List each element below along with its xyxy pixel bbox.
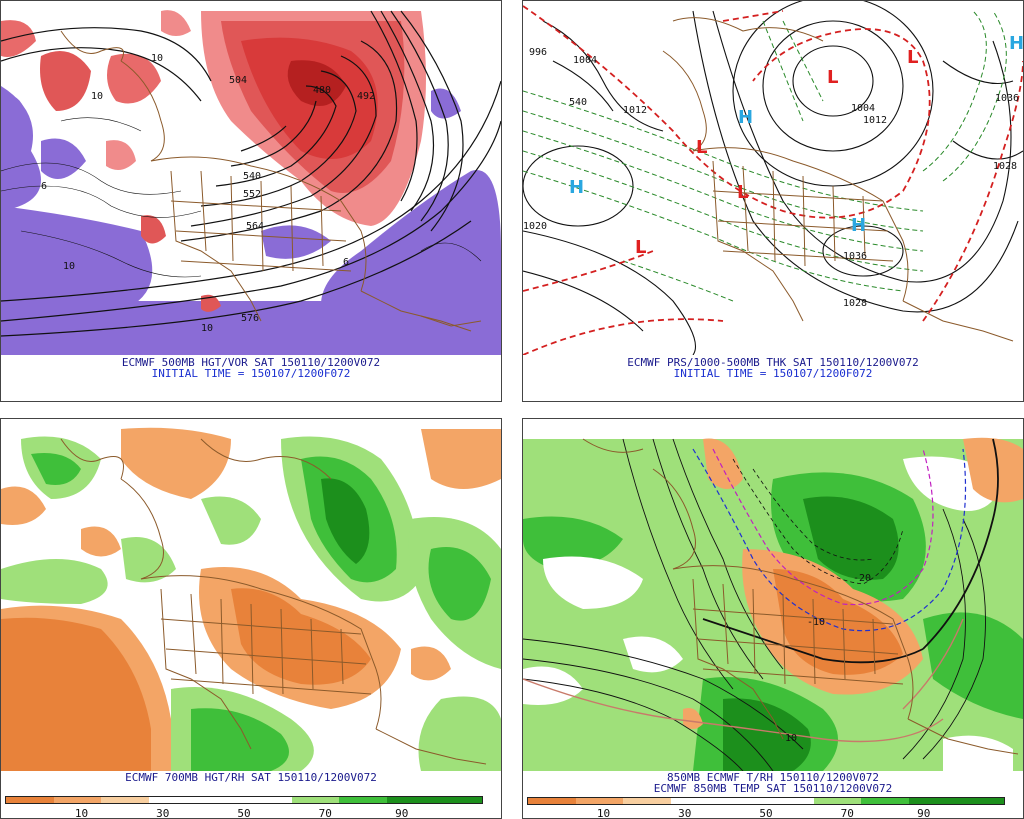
- contour-label: 10: [91, 91, 103, 102]
- colorbar-tick: 30: [156, 807, 170, 819]
- colorbar-segment: [291, 797, 340, 803]
- pressure-centers: H H H H L L L L L: [569, 33, 1023, 258]
- temperature-label: 10: [785, 733, 797, 744]
- contour-label: 552: [243, 189, 261, 200]
- colorbar-tick: 90: [917, 807, 931, 819]
- contour-labels: 10 6 10 540 552 564 576 492 480 10 6 10 …: [41, 53, 375, 334]
- panel-500mb-vorticity: 10 6 10 540 552 564 576 492 480 10 6 10 …: [0, 0, 502, 402]
- isobar-label: 1020: [523, 221, 547, 232]
- contour-label: 564: [246, 221, 264, 232]
- map-pressure: H H H H L L L L L 1004 1012 1004 1012 10…: [523, 1, 1023, 355]
- low-pressure-symbol: L: [737, 182, 748, 203]
- contour-label: 492: [357, 91, 375, 102]
- colorbar-tick: 70: [840, 807, 854, 819]
- contour-label: 576: [241, 313, 259, 324]
- colorbar-tick: 50: [759, 807, 773, 819]
- colorbar-tick: 10: [596, 807, 611, 819]
- colorbar-ticks: 10 30 50 70 90: [527, 807, 1005, 819]
- panel-pressure-thickness: H H H H L L L L L 1004 1012 1004 1012 10…: [522, 0, 1024, 402]
- isobar-label: 1036: [995, 93, 1019, 104]
- panel-subtitle: ECMWF 850MB TEMP SAT 150110/1200V072: [653, 782, 893, 795]
- isobar-label: 1012: [863, 115, 887, 126]
- low-pressure-symbol: L: [907, 47, 918, 68]
- colorbar-segment: [670, 798, 814, 804]
- colorbar-tick: 70: [318, 807, 332, 819]
- panel-700mb-rh: ECMWF 700MB HGT/RH SAT 150110/1200V072 1…: [0, 418, 502, 819]
- colorbar-segment: [575, 798, 624, 804]
- isobar-labels: 1004 1012 1004 1012 1028 1036 1028 1036 …: [523, 47, 1019, 309]
- colorbar-segment: [528, 798, 576, 804]
- colorbar-segment: [861, 798, 909, 804]
- colorbar-segment: [53, 797, 102, 803]
- isobar-label: 1036: [843, 251, 867, 262]
- colorbar-segment: [813, 798, 862, 804]
- contour-label: 10: [201, 323, 213, 334]
- colorbar-segment: [623, 798, 671, 804]
- map-700mb: [1, 419, 501, 771]
- high-pressure-symbol: H: [1009, 33, 1023, 54]
- contour-label: 504: [229, 75, 247, 86]
- isobar-label: 1028: [993, 161, 1017, 172]
- high-pressure-symbol: H: [569, 177, 584, 198]
- colorbar-tick: 10: [74, 807, 89, 819]
- initial-time: INITIAL TIME = 150107/1200F072: [151, 367, 351, 380]
- temperature-labels: 10 -10 -20: [785, 573, 871, 744]
- colorbar-segment: [339, 797, 387, 803]
- thickness-label: 540: [569, 97, 587, 108]
- colorbar-segment: [6, 797, 54, 803]
- low-pressure-symbol: L: [696, 137, 707, 158]
- panel-850mb-temp-rh: 10 -10 -20 850MB ECMWF T/RH 150110/1200V…: [522, 418, 1024, 819]
- colorbar-tick: 30: [678, 807, 692, 819]
- panel-title: ECMWF 500MB HGT/VOR SAT 150110/1200V072: [121, 356, 381, 369]
- panel-title: 850MB ECMWF T/RH 150110/1200V072: [667, 771, 879, 784]
- high-pressure-symbol: H: [851, 215, 866, 236]
- contour-label: 480: [313, 85, 331, 96]
- colorbar-segment: [386, 797, 482, 803]
- low-pressure-symbol: L: [635, 237, 646, 258]
- temperature-label: -10: [807, 617, 825, 628]
- contour-label: 6: [41, 181, 47, 192]
- temperature-label: -20: [853, 573, 871, 584]
- panel-title: ECMWF PRS/1000-500MB THK SAT 150110/1200…: [627, 356, 919, 369]
- map-500mb: 10 6 10 540 552 564 576 492 480 10 6 10 …: [1, 1, 501, 355]
- colorbar-ticks: 10 30 50 70 90: [5, 807, 483, 819]
- initial-time: INITIAL TIME = 150107/1200F072: [673, 367, 873, 380]
- contour-label: 10: [151, 53, 163, 64]
- colorbar-tick: 50: [237, 807, 251, 819]
- isobar-label: 1004: [851, 103, 875, 114]
- isobar-label: 1004: [573, 55, 597, 66]
- contour-label: 540: [243, 171, 261, 182]
- colorbar-segment: [908, 798, 1004, 804]
- rh-colorbar: [5, 796, 483, 804]
- colorbar-segment: [148, 797, 292, 803]
- map-850mb: 10 -10 -20: [523, 419, 1023, 771]
- isobar-label: 1028: [843, 298, 867, 309]
- colorbar-tick: 90: [395, 807, 409, 819]
- panel-title: ECMWF 700MB HGT/RH SAT 150110/1200V072: [125, 771, 377, 784]
- isobar-label: 996: [529, 47, 547, 58]
- high-pressure-symbol: H: [738, 107, 753, 128]
- contour-label: 10: [63, 261, 75, 272]
- low-pressure-symbol: L: [827, 67, 838, 88]
- isobar-label: 1012: [623, 105, 647, 116]
- colorbar-segment: [101, 797, 149, 803]
- contour-label: 6: [343, 257, 349, 268]
- rh-colorbar: [527, 797, 1005, 805]
